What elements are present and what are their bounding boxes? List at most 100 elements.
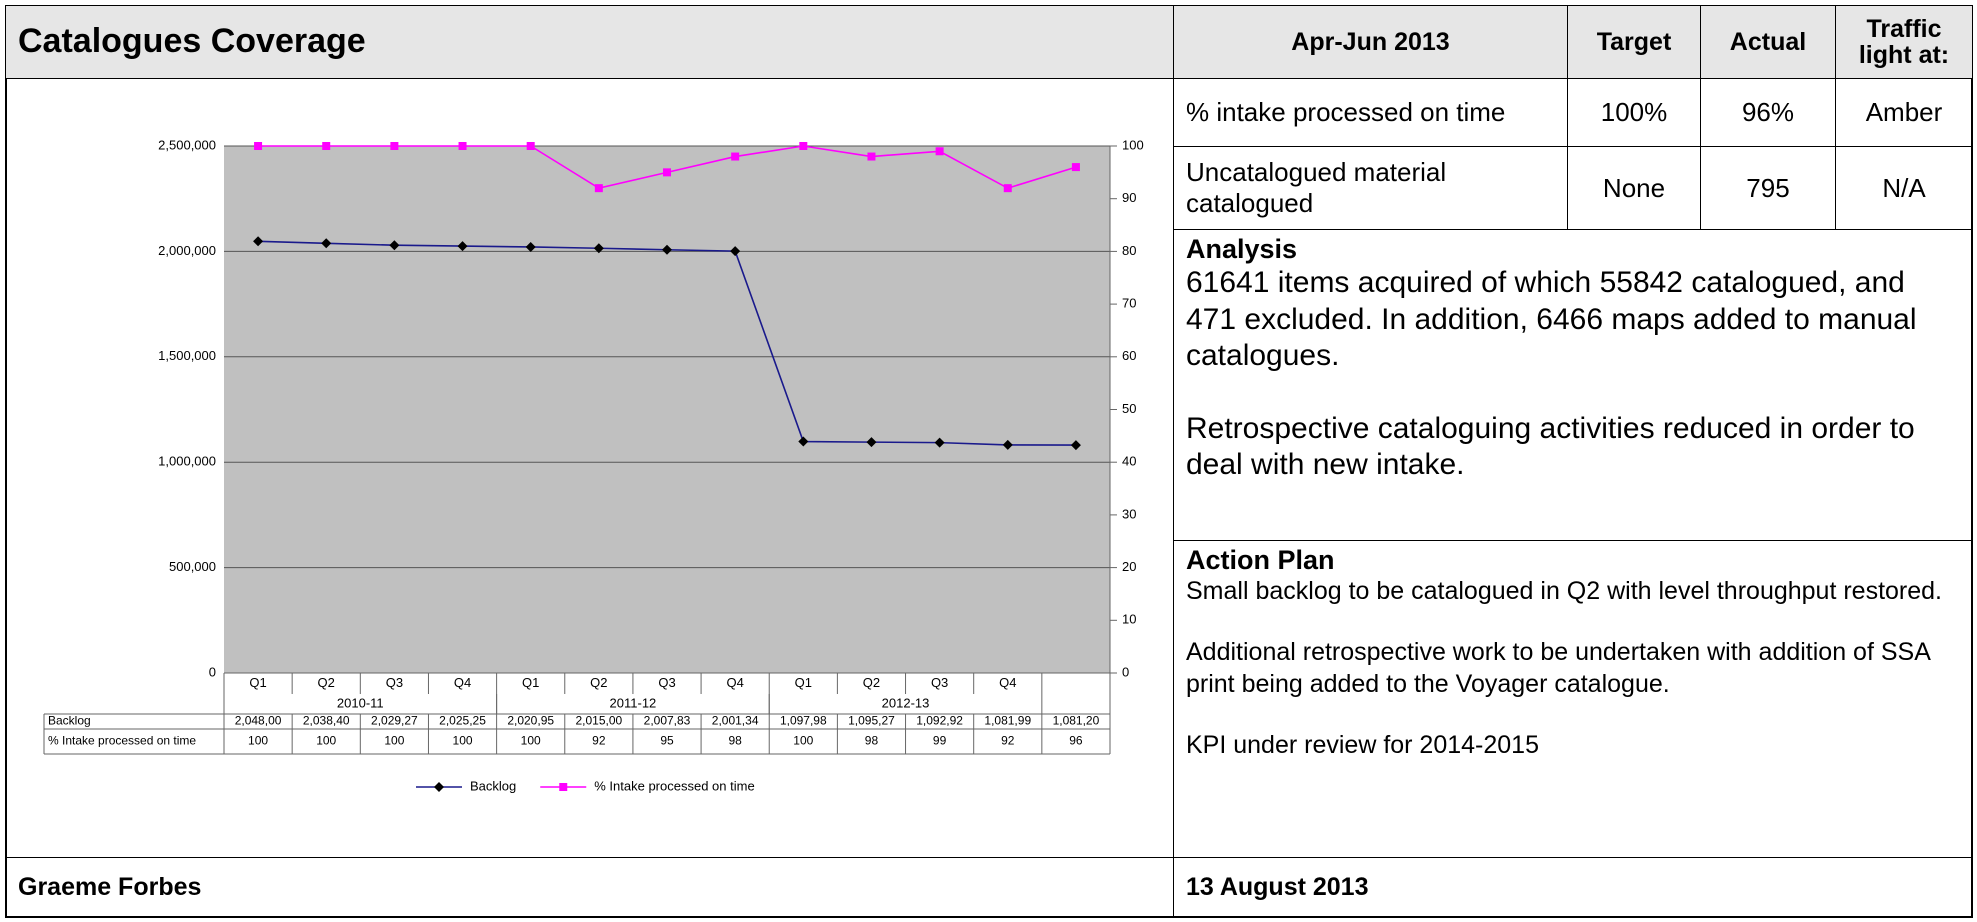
table-value: 100 [793, 734, 813, 748]
x-tick-label: Q3 [931, 675, 948, 690]
table-value: 2,025,25 [439, 714, 486, 728]
x-tick-label: Q2 [590, 675, 607, 690]
x-group-label: 2012-13 [882, 695, 930, 710]
column-header: Apr-Jun 2013 [1173, 5, 1568, 79]
x-tick-label: Q3 [386, 675, 403, 690]
point [389, 240, 400, 251]
point [866, 437, 877, 448]
y-tick-label: 2,000,000 [158, 243, 216, 258]
y2-tick-label: 50 [1122, 401, 1136, 416]
point [321, 238, 332, 249]
kpi-cell: Uncatalogued material catalogued [1173, 146, 1568, 230]
table-value: 92 [1001, 734, 1015, 748]
kpi-cell: 100% [1567, 78, 1701, 147]
table-value: 100 [453, 734, 473, 748]
point [253, 236, 264, 247]
paragraph: Small backlog to be catalogued in Q2 wit… [1186, 577, 1943, 605]
report-title: Catalogues Coverage [5, 5, 1174, 79]
table-value: 99 [933, 734, 947, 748]
table-value: 1,081,99 [984, 714, 1031, 728]
table-value: 98 [865, 734, 879, 748]
paragraph: KPI under review for 2014-2015 [1186, 730, 1539, 759]
chart: 0 500,000 1,000,000 1,500,000 2,000,000 2,500… [43, 137, 1144, 793]
table-value: 100 [384, 734, 404, 748]
table-row-label: % Intake processed on time [48, 734, 196, 748]
table-value: 2,029,27 [371, 714, 418, 728]
point [559, 783, 568, 791]
y2-tick-label: 70 [1122, 296, 1136, 311]
y-tick-label: 500,000 [169, 559, 216, 574]
y-tick-label: 1,500,000 [158, 348, 216, 363]
point [593, 243, 604, 254]
paragraph: 61641 items acquired of which 55842 cata… [1186, 266, 1917, 373]
analysis: Analysis 61641 items acquired of which 5… [1173, 229, 1973, 541]
point [798, 436, 809, 447]
x-tick-label: Q3 [658, 675, 675, 690]
point [525, 241, 536, 252]
y2-tick-label: 60 [1122, 348, 1136, 363]
x-tick-label: Q1 [249, 675, 266, 690]
table-value: 1,097,98 [780, 714, 827, 728]
point [434, 782, 444, 792]
x-tick-label: Q2 [318, 675, 335, 690]
kpi-cell: 96% [1700, 78, 1836, 147]
table-value: 2,015,00 [575, 714, 622, 728]
table-value: 1,095,27 [848, 714, 895, 728]
plot-area [224, 146, 1110, 673]
table-value: 2,038,40 [303, 714, 350, 728]
x-tick-label: Q4 [999, 675, 1016, 690]
date: 13 August 2013 [1173, 857, 1973, 918]
kpi-cell: % intake processed on time [1173, 78, 1568, 147]
author: Graeme Forbes [5, 857, 1174, 918]
table-value: 98 [728, 734, 742, 748]
table-value: 92 [592, 734, 606, 748]
point [730, 246, 741, 257]
table-value: 1,081,20 [1053, 714, 1100, 728]
point [1002, 439, 1013, 450]
x-tick-label: Q1 [795, 675, 812, 690]
y-tick-label: 2,500,000 [158, 137, 216, 152]
kpi-cell: N/A [1835, 146, 1973, 230]
point [935, 147, 944, 156]
point [526, 142, 535, 150]
point [458, 142, 467, 150]
legend-label: % Intake processed on time [594, 778, 754, 793]
column-header: Traffic light at: [1835, 5, 1973, 79]
point [1070, 440, 1081, 451]
point [254, 142, 263, 150]
section-heading: Analysis [1186, 234, 1298, 264]
table-value: 100 [248, 734, 268, 748]
point [867, 152, 876, 161]
y-tick-label: 1,000,000 [158, 454, 216, 469]
x-tick-label: Q4 [454, 675, 471, 690]
point [457, 241, 468, 252]
kpi-cell: None [1567, 146, 1701, 230]
y2-tick-label: 20 [1122, 559, 1136, 574]
kpi-cell: 795 [1700, 146, 1836, 230]
table-value: 2,048,00 [235, 714, 282, 728]
y2-tick-label: 30 [1122, 506, 1136, 521]
x-tick-label: Q4 [726, 675, 743, 690]
point [662, 244, 672, 255]
kpi-cell: Amber [1835, 78, 1973, 147]
point [390, 142, 399, 150]
table-value: 95 [660, 734, 674, 748]
table-value: 100 [316, 734, 336, 748]
table-row-label: Backlog [48, 714, 91, 728]
column-header: Actual [1700, 5, 1836, 79]
table-value: 2,020,95 [507, 714, 554, 728]
x-group-label: 2010-11 [337, 695, 384, 710]
y2-tick-label: 80 [1122, 243, 1136, 258]
point [731, 152, 740, 161]
point [322, 142, 331, 150]
point [1003, 184, 1012, 193]
y-tick-label: 0 [209, 664, 216, 679]
table-value: 1,092,92 [916, 714, 963, 728]
paragraph: Additional retrospective work to be unde… [1186, 638, 1930, 698]
y2-tick-label: 10 [1122, 612, 1136, 627]
point [663, 168, 671, 177]
x-tick-label: Q1 [522, 675, 539, 690]
point [1071, 163, 1080, 172]
point [934, 437, 945, 448]
